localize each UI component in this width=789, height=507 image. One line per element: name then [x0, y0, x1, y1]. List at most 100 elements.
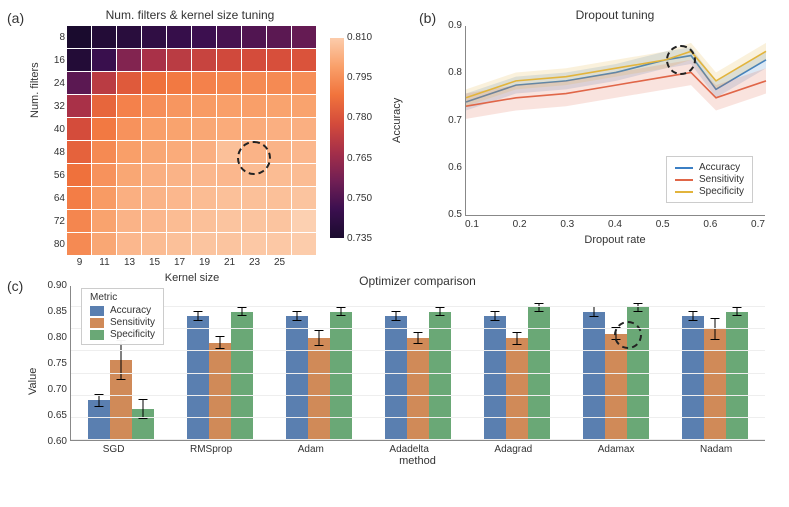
- heatmap-cell: [92, 26, 116, 48]
- heatmap-cell: [167, 210, 191, 232]
- heatmap-cell: [217, 187, 241, 209]
- heatmap-cell: [242, 141, 266, 163]
- heatmap-cell: [192, 72, 216, 94]
- heatmap-cell: [267, 187, 291, 209]
- bar: [429, 312, 451, 440]
- heatmap-cell: [142, 26, 166, 48]
- heatmap-cell: [242, 210, 266, 232]
- heatmap-cell: [292, 187, 316, 209]
- bar: [187, 316, 209, 440]
- heatmap-cell: [242, 164, 266, 186]
- heatmap-cell: [192, 164, 216, 186]
- heatmap-cell: [267, 95, 291, 117]
- heatmap-cell: [192, 95, 216, 117]
- panel-a-title: Num. filters & kernel size tuning: [65, 8, 315, 22]
- heatmap-cell: [267, 49, 291, 71]
- heatmap-cell: [242, 187, 266, 209]
- heatmap-cell: [167, 26, 191, 48]
- heatmap-ylabel: Num. filters: [29, 62, 41, 118]
- heatmap-cell: [92, 118, 116, 140]
- heatmap-cell: [117, 233, 141, 255]
- heatmap-cell: [142, 49, 166, 71]
- bar-group: [187, 312, 253, 440]
- heatmap-cell: [242, 26, 266, 48]
- heatmap-cell: [242, 49, 266, 71]
- heatmap-cell: [67, 164, 91, 186]
- heatmap-cell: [192, 210, 216, 232]
- heatmap-cell: [242, 95, 266, 117]
- heatmap-cell: [242, 233, 266, 255]
- bar: [583, 312, 605, 440]
- line-xlabel: Dropout rate: [465, 234, 765, 246]
- line-xticks: 0.10.20.30.40.50.60.7: [465, 219, 765, 230]
- heatmap-cell: [217, 164, 241, 186]
- bar: [506, 338, 528, 440]
- heatmap-cell: [292, 164, 316, 186]
- heatmap-cell: [167, 141, 191, 163]
- bar: [682, 316, 704, 440]
- heatmap-cell: [267, 233, 291, 255]
- bar: [231, 312, 253, 440]
- heatmap-cell: [267, 164, 291, 186]
- bar: [132, 409, 154, 440]
- heatmap-cell: [67, 72, 91, 94]
- heatmap-cell: [242, 118, 266, 140]
- heatmap-cell: [192, 141, 216, 163]
- bar: [308, 338, 330, 440]
- heatmap-cell: [67, 141, 91, 163]
- bar: [209, 343, 231, 440]
- heatmap-cell: [92, 233, 116, 255]
- panel-c-bars: (c) Optimizer comparison Value Metric Ac…: [25, 280, 775, 500]
- heatmap-cell: [192, 49, 216, 71]
- heatmap-cell: [267, 141, 291, 163]
- heatmap-cell: [217, 72, 241, 94]
- heatmap-cell: [92, 164, 116, 186]
- heatmap-cell: [67, 233, 91, 255]
- heatmap-cell: [217, 118, 241, 140]
- heatmap-cell: [92, 49, 116, 71]
- heatmap-cell: [67, 49, 91, 71]
- heatmap-cell: [217, 26, 241, 48]
- heatmap-cell: [67, 95, 91, 117]
- bar-group: [484, 307, 550, 440]
- heatmap-cell: [92, 210, 116, 232]
- heatmap-cell: [267, 72, 291, 94]
- bar-xticks: SGDRMSpropAdamAdadeltaAdagradAdamaxNadam: [70, 444, 765, 455]
- bar: [88, 400, 110, 440]
- heatmap-cell: [267, 118, 291, 140]
- heatmap-cell: [242, 72, 266, 94]
- bar-group: [385, 312, 451, 440]
- legend-b: AccuracySensitivitySpecificity: [666, 156, 753, 203]
- heatmap-cell: [292, 210, 316, 232]
- heatmap-cell: [292, 233, 316, 255]
- heatmap-cell: [192, 26, 216, 48]
- heatmap-cell: [167, 187, 191, 209]
- heatmap-cell: [217, 141, 241, 163]
- heatmap-cell: [167, 49, 191, 71]
- heatmap-cell: [67, 26, 91, 48]
- heatmap-cell: [92, 95, 116, 117]
- heatmap-cell: [167, 72, 191, 94]
- heatmap-cell: [267, 210, 291, 232]
- bar: [528, 307, 550, 440]
- heatmap-cell: [142, 95, 166, 117]
- panel-b-label: (b): [419, 10, 436, 26]
- heatmap-cell: [92, 141, 116, 163]
- heatmap-cell: [217, 95, 241, 117]
- bar-group: [286, 312, 352, 440]
- heatmap-cell: [142, 164, 166, 186]
- heatmap-cell: [292, 49, 316, 71]
- bar: [385, 316, 407, 440]
- heatmap-cell: [192, 233, 216, 255]
- heatmap-cell: [292, 26, 316, 48]
- panel-a-heatmap: (a) Num. filters & kernel size tuning Nu…: [25, 8, 415, 273]
- heatmap-cell: [167, 118, 191, 140]
- heatmap-cell: [117, 141, 141, 163]
- heatmap-cell: [292, 72, 316, 94]
- heatmap-cell: [292, 95, 316, 117]
- heatmap-cell: [92, 72, 116, 94]
- bar: [484, 316, 506, 440]
- colorbar: [330, 38, 344, 238]
- colorbar-label: Accuracy: [391, 98, 403, 143]
- heatmap-cell: [292, 118, 316, 140]
